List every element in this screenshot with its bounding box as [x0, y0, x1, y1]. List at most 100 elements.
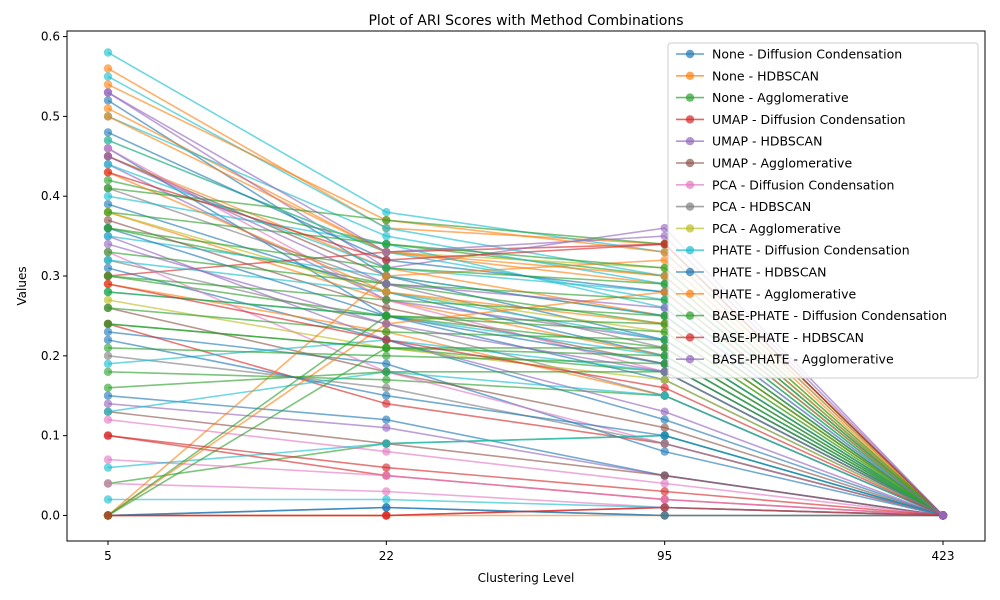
data-point	[103, 415, 113, 424]
legend-box	[667, 42, 979, 379]
legend-label: BASE-PHATE - Diffusion Condensation	[712, 308, 947, 323]
legend: None - Diffusion Condensation None - HDBS…	[667, 42, 979, 379]
y-tick-label: 0.0	[41, 508, 60, 522]
y-axis-label: Values	[15, 266, 29, 305]
data-point	[660, 287, 669, 297]
data-point	[382, 375, 391, 384]
data-point	[660, 271, 669, 281]
data-point	[382, 439, 391, 448]
data-point	[103, 247, 113, 257]
data-point	[382, 391, 391, 400]
legend-marker	[685, 49, 695, 59]
axes-frame	[66, 30, 986, 542]
data-point	[103, 112, 113, 121]
legend-marker	[685, 180, 695, 189]
data-point	[660, 447, 669, 456]
data-point	[382, 255, 391, 265]
data-point	[382, 223, 391, 233]
x-tick-label: 22	[379, 549, 394, 563]
legend-label: BASE-PHATE - Agglomerative	[712, 352, 894, 367]
data-point	[103, 128, 113, 137]
series-line	[107, 243, 944, 517]
legend-marker	[685, 137, 695, 146]
data-point	[660, 351, 669, 360]
series-line	[108, 506, 944, 517]
data-point	[103, 431, 113, 440]
y-tick-label: 0.2	[41, 349, 60, 363]
data-point	[103, 255, 113, 265]
data-point	[103, 279, 113, 289]
data-point	[660, 343, 669, 353]
legend-label: BASE-PHATE - HDBSCAN	[712, 330, 864, 345]
data-point	[382, 247, 391, 257]
data-point	[103, 383, 113, 392]
data-point	[103, 88, 113, 97]
data-point	[103, 144, 113, 153]
legend-marker	[685, 267, 695, 277]
data-point	[103, 407, 113, 416]
y-tick-label: 0.5	[41, 109, 60, 123]
legend-entry: None - HDBSCAN	[676, 68, 819, 83]
data-point	[382, 511, 391, 520]
data-point	[103, 223, 113, 233]
data-point	[660, 359, 669, 368]
legend-label: UMAP - Diffusion Condensation	[712, 112, 906, 127]
data-point	[660, 279, 669, 289]
series-line	[107, 115, 944, 517]
legend-marker	[685, 71, 695, 81]
data-point	[382, 351, 391, 360]
data-point	[103, 216, 113, 225]
legend-label: UMAP - HDBSCAN	[712, 134, 822, 149]
data-point	[660, 479, 669, 488]
data-point	[103, 319, 113, 329]
data-point	[103, 287, 113, 297]
data-point	[382, 447, 391, 456]
legend-entry: UMAP - Agglomerative	[676, 156, 852, 171]
series-line	[107, 370, 944, 517]
data-point	[382, 383, 391, 392]
series-line	[107, 211, 944, 517]
data-point	[382, 239, 391, 249]
data-point	[103, 263, 113, 273]
legend-entry: None - Diffusion Condensation	[676, 47, 902, 62]
data-point	[103, 327, 113, 337]
legend-label: PHATE - Agglomerative	[712, 286, 856, 301]
series-line	[107, 418, 944, 517]
data-point	[382, 343, 391, 353]
data-point	[103, 399, 113, 408]
legend-entry: UMAP - HDBSCAN	[676, 134, 822, 149]
data-point	[382, 271, 391, 281]
data-point	[103, 391, 113, 400]
legend-label: None - HDBSCAN	[712, 68, 819, 83]
data-point	[660, 335, 669, 345]
legend-entry: BASE-PHATE - Agglomerative	[676, 352, 894, 367]
data-point	[660, 375, 669, 384]
data-point	[382, 263, 391, 273]
data-point	[103, 463, 113, 472]
data-point	[103, 495, 113, 504]
legend-entry: PHATE - Agglomerative	[676, 286, 856, 301]
data-point	[382, 208, 391, 217]
y-tick-label: 0.3	[41, 269, 60, 283]
data-point	[103, 184, 113, 193]
plot-area	[103, 48, 948, 520]
data-point	[103, 367, 113, 376]
series-line	[107, 259, 944, 517]
data-point	[103, 359, 113, 368]
data-point	[382, 319, 391, 329]
data-point	[382, 279, 391, 289]
data-point	[660, 487, 669, 496]
data-point	[103, 343, 113, 353]
data-point	[103, 152, 113, 161]
legend-marker	[685, 158, 695, 168]
data-point	[382, 216, 391, 225]
data-point	[103, 168, 113, 177]
x-axis-label: Clustering Level	[478, 571, 575, 585]
legend-entry: PCA - HDBSCAN	[676, 199, 811, 214]
data-point	[103, 200, 113, 209]
data-point	[382, 495, 391, 504]
data-point	[382, 415, 391, 424]
data-point	[660, 423, 669, 432]
data-point	[382, 327, 391, 337]
legend-label: UMAP - Agglomerative	[712, 156, 852, 171]
